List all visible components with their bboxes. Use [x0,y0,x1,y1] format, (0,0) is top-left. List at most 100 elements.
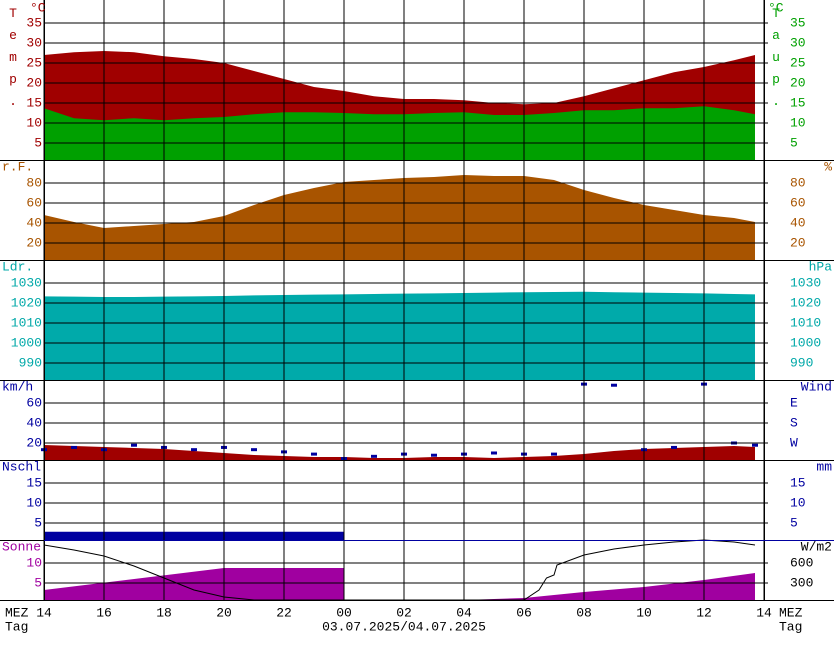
y-tick-label: 20 [26,235,42,250]
y2-axis-label: Taup. [769,6,784,116]
y-tick-label: 80 [26,175,42,190]
wind-direction-point [371,454,377,458]
grid [0,0,834,601]
data-line [43,539,756,601]
wind-direction-point [491,451,497,455]
date-label: 03.07.2025/04.07.2025 [322,619,486,634]
x-tick-label: 00 [336,605,352,620]
x-axis-sublabel: Tag [5,619,28,634]
x-tick-label: 14 [756,605,772,620]
y2-tick-label: 1020 [790,295,821,310]
y-tick-label: 20 [26,75,42,90]
x-tick-label: 10 [636,605,652,620]
y2-tick-label: 20 [790,235,806,250]
wind-direction-point [251,448,257,452]
wind-direction-point [71,445,77,449]
x-tick-label: 12 [696,605,712,620]
y2-tick-label: E [790,395,798,410]
y2-axis-label: mm [816,459,832,474]
y2-tick-label: 5 [790,135,798,150]
y-tick-label: 60 [26,195,42,210]
y-tick-label: 60 [26,395,42,410]
y-tick-label: 5 [34,515,42,530]
wind-direction-point [311,452,317,456]
y2-tick-label: 1030 [790,275,821,290]
y-tick-label: 990 [19,355,42,370]
y2-tick-label: 20 [790,75,806,90]
x-axis-sublabel: Tag [779,619,802,634]
y-tick-label: 40 [26,415,42,430]
x-tick-label: 04 [456,605,472,620]
wind-direction-point [431,453,437,457]
y-tick-label: 20 [26,435,42,450]
y2-tick-label: 300 [790,575,813,590]
y2-axis-label: hPa [809,259,833,274]
x-tick-label: 20 [216,605,232,620]
y2-tick-label: 60 [790,195,806,210]
y-tick-label: 10 [26,495,42,510]
y2-tick-label: 10 [790,495,806,510]
y-tick-label: 5 [34,135,42,150]
y-tick-label: 1010 [11,315,42,330]
y2-tick-label: 990 [790,355,813,370]
y2-tick-label: 15 [790,475,806,490]
data-area [44,291,755,380]
y-tick-label: 10 [26,555,42,570]
data-area [44,106,755,160]
y2-tick-label: 1000 [790,335,821,350]
y2-tick-label: 40 [790,215,806,230]
y-tick-label: 1030 [11,275,42,290]
y-tick-label: 10 [26,115,42,130]
y-tick-label: 5 [34,575,42,590]
wind-direction-point [131,443,137,447]
y2-tick-label: 15 [790,95,806,110]
x-tick-label: 14 [36,605,52,620]
wind-direction-point [752,443,758,447]
y2-tick-label: 35 [790,15,806,30]
y2-axis-label: W/m2 [801,539,832,554]
y-tick-label: 35 [26,15,42,30]
wind-direction-point [611,383,617,387]
data-area [44,568,755,600]
y2-tick-label: 80 [790,175,806,190]
y-tick-label: 1020 [11,295,42,310]
y-tick-label: 40 [26,215,42,230]
y-unit: °C [30,0,46,15]
x-tick-label: 22 [276,605,292,620]
y-axis-label: Nschl [2,459,41,474]
x-tick-label: 06 [516,605,532,620]
y-axis-label: Ldr. [2,259,33,274]
marks [41,51,758,601]
x-tick-label: 18 [156,605,172,620]
y2-tick-label: 30 [790,35,806,50]
y2-tick-label: 1010 [790,315,821,330]
y-axis-label: Sonne [2,539,41,554]
y-tick-label: 25 [26,55,42,70]
y2-tick-label: 10 [790,115,806,130]
y-axis-label: Temp. [6,6,21,116]
x-tick-label: 08 [576,605,592,620]
x-axis-label: MEZ [779,605,803,620]
y2-tick-label: 25 [790,55,806,70]
x-axis-label: MEZ [5,605,29,620]
y-tick-label: 1000 [11,335,42,350]
wind-direction-point [191,448,197,452]
y2-tick-label: 5 [790,515,798,530]
wind-direction-point [671,445,677,449]
y2-axis-label: % [824,159,832,174]
y-axis-label: r.F. [2,159,33,174]
y2-tick-label: W [790,435,798,450]
x-tick-label: 02 [396,605,412,620]
y-axis-label: km/h [2,379,33,394]
y2-tick-label: S [790,415,798,430]
wind-direction-point [551,452,557,456]
data-area [44,445,755,460]
y-tick-label: 15 [26,475,42,490]
y-tick-label: 30 [26,35,42,50]
y2-unit: °C [768,0,784,15]
x-tick-label: 16 [96,605,112,620]
y2-tick-label: 600 [790,555,813,570]
data-area [44,531,344,540]
